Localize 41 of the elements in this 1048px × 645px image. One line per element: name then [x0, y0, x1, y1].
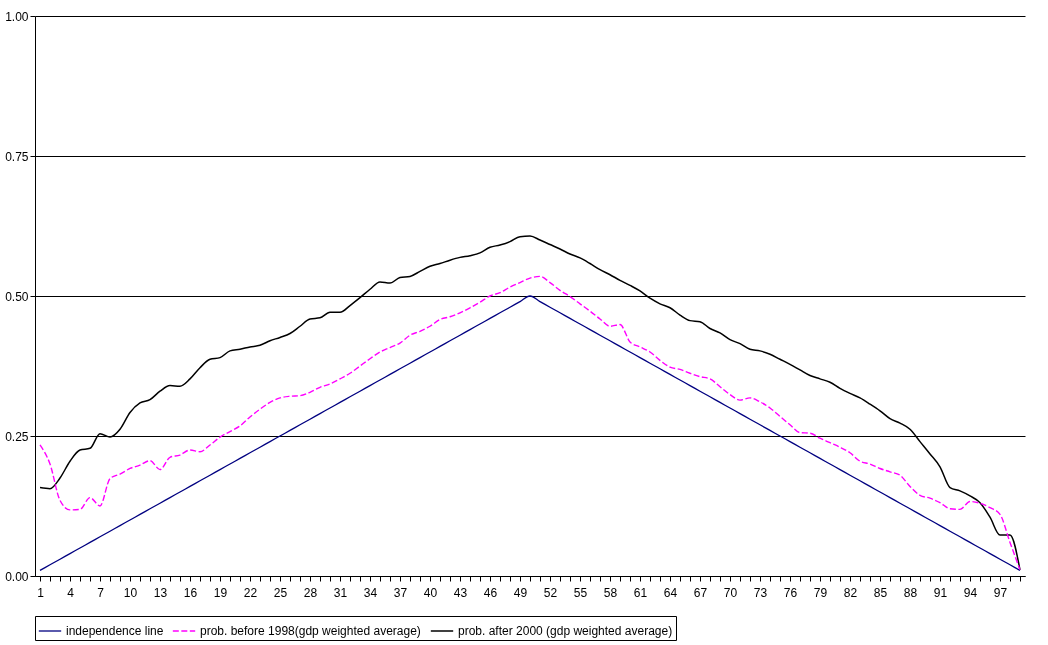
- y-tick-label: 1.00: [5, 9, 29, 24]
- x-tick-label: 22: [243, 585, 258, 600]
- x-tick-label: 25: [273, 585, 288, 600]
- x-tick-label: 4: [67, 585, 75, 600]
- y-tick-label: 0.25: [5, 429, 29, 444]
- x-tick-label: 73: [753, 585, 768, 600]
- x-tick-label: 46: [483, 585, 498, 600]
- legend-label: prob. before 1998(gdp weighted average): [200, 624, 421, 638]
- x-tick-label: 55: [573, 585, 588, 600]
- y-tick-label: 0.75: [5, 149, 29, 164]
- x-tick-label: 67: [693, 585, 708, 600]
- legend-label: independence line: [66, 624, 164, 638]
- x-tick-label: 43: [453, 585, 468, 600]
- x-tick-label: 1: [37, 585, 45, 600]
- x-tick-label: 28: [303, 585, 318, 600]
- x-tick-label: 64: [663, 585, 678, 600]
- x-tick-label: 10: [123, 585, 138, 600]
- x-tick-label: 76: [783, 585, 798, 600]
- x-tick-label: 85: [873, 585, 888, 600]
- x-tick-label: 94: [963, 585, 978, 600]
- x-tick-label: 91: [933, 585, 948, 600]
- x-tick-label: 79: [813, 585, 828, 600]
- y-tick-label: 0.50: [5, 289, 29, 304]
- x-tick-label: 16: [183, 585, 198, 600]
- legend-label: prob. after 2000 (gdp weighted average): [458, 624, 673, 638]
- x-tick-label: 40: [423, 585, 438, 600]
- x-tick-label: 49: [513, 585, 528, 600]
- x-tick-label: 34: [363, 585, 378, 600]
- x-tick-label: 70: [723, 585, 738, 600]
- x-tick-label: 19: [213, 585, 228, 600]
- x-tick-label: 13: [153, 585, 168, 600]
- x-tick-label: 88: [903, 585, 918, 600]
- x-tick-label: 37: [393, 585, 408, 600]
- x-tick-label: 82: [843, 585, 858, 600]
- x-tick-label: 61: [633, 585, 648, 600]
- y-tick-label: 0.00: [5, 569, 29, 584]
- x-tick-label: 58: [603, 585, 618, 600]
- x-tick-label: 97: [993, 585, 1008, 600]
- x-tick-label: 52: [543, 585, 558, 600]
- x-tick-label: 7: [97, 585, 105, 600]
- x-tick-label: 31: [333, 585, 348, 600]
